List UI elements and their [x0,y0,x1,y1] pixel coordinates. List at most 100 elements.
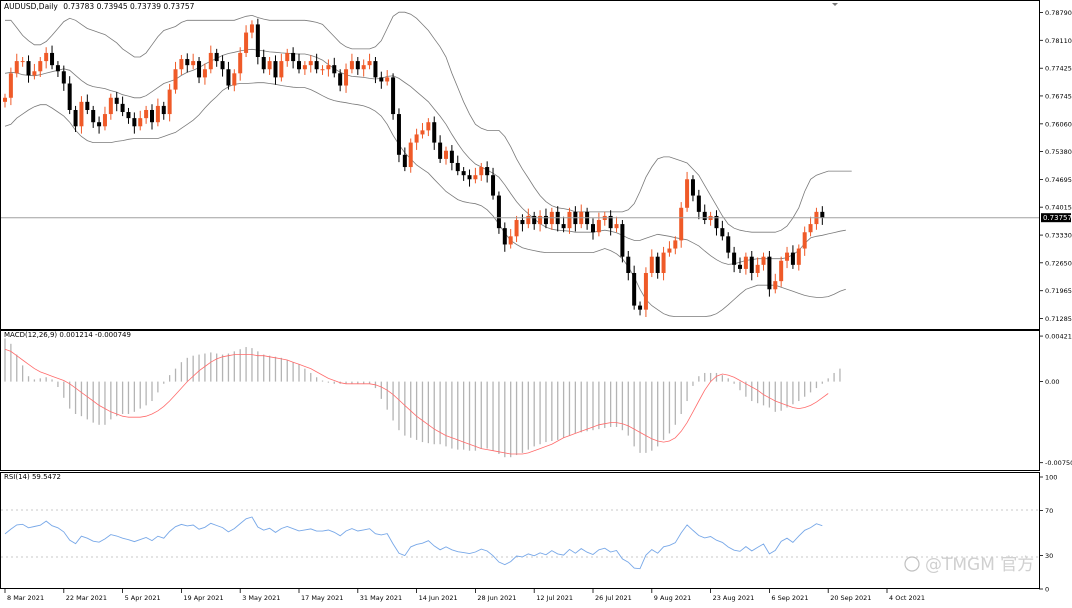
price-y-tick-label: 0.76745 [1045,92,1072,100]
candle-body [632,273,636,306]
candle-body [515,220,519,236]
price-y-tick-label: 0.78110 [1045,37,1072,45]
candle-body [126,112,130,118]
candle-body [567,212,571,228]
candle-body [244,33,248,53]
candle-body [85,102,89,110]
x-tick-label: 23 Aug 2021 [713,594,755,602]
candle-body [697,196,701,212]
candle-body [726,236,730,252]
candle-body [162,106,166,114]
candle-body [197,61,201,77]
candle-body [779,261,783,281]
watermark: @TMGM 官方 [905,555,1034,575]
candle-body [426,122,430,130]
candle-body [268,61,272,69]
candle-body [50,53,54,65]
candle-body [221,61,225,69]
candle-body [591,224,595,232]
candle-body [644,273,648,310]
candle-body [756,265,760,273]
candle-body [3,98,7,102]
candle-body [544,216,548,224]
candle-body [250,24,254,32]
candle-body [144,110,148,118]
candle-body [109,98,113,114]
candle-body [356,61,360,69]
candle-body [373,61,377,77]
candle-body [738,265,742,269]
price-y-tick-label: 0.71965 [1045,287,1072,295]
rsi-y-tick-label: 0 [1045,586,1049,594]
candle-body [62,71,66,83]
rsi-y-tick-label: 100 [1045,474,1057,482]
candle-body [420,130,424,134]
candle-body [615,224,619,228]
candle-body [226,69,230,85]
x-tick-label: 17 May 2021 [301,594,343,602]
symbol-title: AUDUSD,Daily [4,2,58,11]
candle-body [191,61,195,65]
candle-body [638,306,642,310]
price-y-tick-label: 0.75380 [1045,148,1072,156]
candle-body [15,61,19,73]
x-tick-label: 26 Jul 2021 [595,594,632,602]
candle-body [350,61,354,69]
candle-body [168,90,172,114]
candle-body [803,232,807,248]
candle-body [391,77,395,114]
candle-body [673,240,677,248]
candle-body [403,155,407,167]
candle-body [121,104,125,112]
rsi-title: RSI(14) 59.5472 [4,473,61,481]
x-tick-label: 14 Jun 2021 [419,594,458,602]
candle-body [650,257,654,273]
candle-body [56,65,60,71]
candle-body [791,253,795,265]
x-tick-label: 6 Sep 2021 [771,594,808,602]
macd-title: MACD(12,26,9) 0.001214 -0.000749 [4,331,131,339]
candle-body [215,53,219,61]
candle-body [520,220,524,224]
price-y-tick-label: 0.72650 [1045,259,1072,267]
candle-body [720,228,724,236]
x-tick-label: 3 May 2021 [242,594,280,602]
candle-body [285,53,289,61]
candle-body [767,257,771,290]
candle-body [262,57,266,69]
candle-body [209,53,213,69]
x-tick-label: 22 Mar 2021 [66,594,107,602]
price-panel-title: AUDUSD,Daily 0.73783 0.73945 0.73739 0.7… [4,2,195,11]
candle-body [238,53,242,73]
candle-body [338,73,342,85]
price-y-tick-label: 0.74015 [1045,204,1072,212]
candle-body [685,179,689,208]
candle-body [667,249,671,253]
candle-body [450,151,454,163]
candle-body [409,143,413,167]
x-tick-label: 28 Jun 2021 [477,594,516,602]
candle-body [232,73,236,85]
candle-body [297,61,301,69]
current-price-label: 0.73757 [1043,214,1072,222]
candle-body [44,53,48,61]
candle-body [432,122,436,142]
candle-body [562,224,566,228]
candle-body [485,167,489,175]
price-y-tick-label: 0.71285 [1045,315,1072,323]
candle-body [438,143,442,159]
candle-body [497,196,501,229]
candle-body [456,163,460,171]
price-y-tick-label: 0.76060 [1045,120,1072,128]
candle-body [256,24,260,57]
candle-body [132,118,136,126]
price-y-tick-label: 0.77425 [1045,65,1072,73]
candle-body [68,84,72,110]
candle-body [203,69,207,77]
candle-body [115,98,119,104]
candle-body [9,73,13,97]
candle-body [21,61,25,62]
candle-body [362,65,366,69]
x-tick-label: 31 May 2021 [360,594,402,602]
